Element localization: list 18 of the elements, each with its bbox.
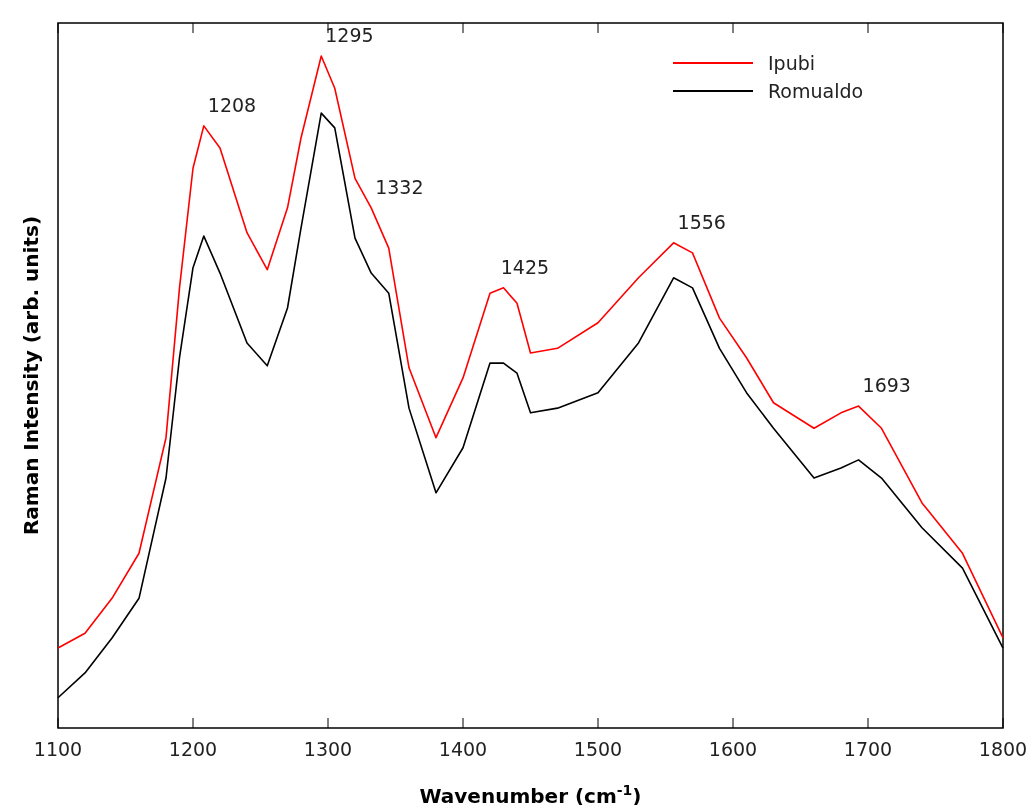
x-tick-label: 1300 bbox=[303, 738, 353, 760]
x-tick-label: 1100 bbox=[33, 738, 83, 760]
annotation: 1332 bbox=[375, 175, 424, 198]
legend-label: Ipubi bbox=[768, 52, 816, 74]
annotation: 1295 bbox=[325, 24, 374, 46]
annotation: 1693 bbox=[862, 374, 911, 397]
x-tick-label: 1500 bbox=[573, 738, 623, 760]
y-axis-title: Raman Intensity (arb. units) bbox=[19, 215, 43, 536]
annotation: 1208 bbox=[207, 93, 257, 116]
x-tick-label: 1800 bbox=[978, 738, 1028, 760]
x-tick-label: 1400 bbox=[438, 738, 488, 760]
x-axis-title: Wavenumber (cm$^{-1}$) bbox=[419, 782, 642, 805]
annotation: 1425 bbox=[500, 255, 550, 278]
x-tick-label: 1600 bbox=[708, 738, 758, 760]
x-tick-label: 1700 bbox=[843, 738, 893, 760]
x-tick-label: 1200 bbox=[168, 738, 218, 760]
legend-label: Romualdo bbox=[768, 80, 864, 102]
annotation: 1556 bbox=[677, 210, 726, 233]
